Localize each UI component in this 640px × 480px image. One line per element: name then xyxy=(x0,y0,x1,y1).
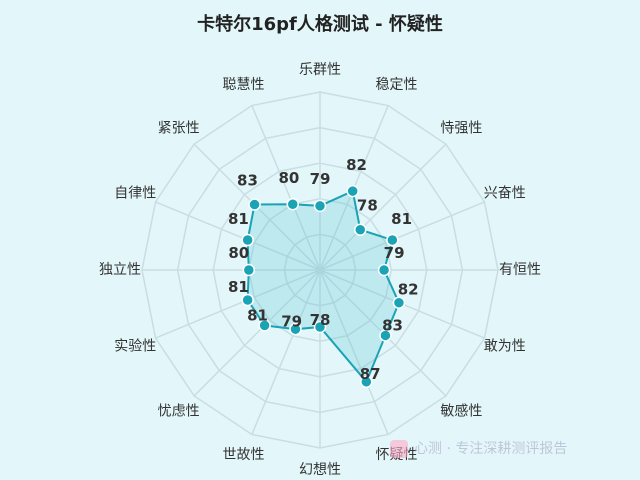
data-label: 79 xyxy=(281,312,302,330)
watermark-logo-icon xyxy=(390,440,408,458)
data-point xyxy=(258,319,271,332)
data-label: 79 xyxy=(310,170,331,188)
data-label: 83 xyxy=(382,317,403,335)
axis-label: 独立性 xyxy=(99,262,141,278)
axis-label: 世故性 xyxy=(222,447,264,463)
axis-label: 乐群性 xyxy=(299,62,341,78)
data-point xyxy=(392,296,406,309)
grid-spoke xyxy=(155,269,321,339)
data-point xyxy=(248,198,261,211)
watermark: 心测 · 专注深耕测评报告 xyxy=(390,438,630,460)
grid-spoke xyxy=(251,105,321,271)
data-point xyxy=(360,375,373,389)
data-point xyxy=(286,197,300,211)
grid-spoke xyxy=(193,269,321,397)
data-label: 81 xyxy=(228,278,249,296)
data-label: 81 xyxy=(391,210,412,228)
data-point xyxy=(241,293,254,307)
axis-label: 恃强性 xyxy=(440,121,482,137)
axis-label: 聪慧性 xyxy=(222,77,264,93)
data-label: 82 xyxy=(398,281,419,299)
grid-spoke xyxy=(319,269,389,435)
data-label: 79 xyxy=(384,244,405,262)
data-point xyxy=(354,223,367,236)
axis-label: 兴奋性 xyxy=(484,185,526,201)
axis-label: 稳定性 xyxy=(376,77,418,93)
data-point xyxy=(241,233,254,247)
grid-spoke xyxy=(251,269,321,435)
data-point xyxy=(313,320,327,334)
data-label: 80 xyxy=(278,169,299,187)
data-point xyxy=(386,233,399,247)
grid-spoke xyxy=(155,201,321,271)
axis-label: 敢为性 xyxy=(484,339,526,355)
axis-label: 敏感性 xyxy=(440,402,482,419)
grid-spoke xyxy=(319,143,447,271)
data-label: 81 xyxy=(247,306,268,324)
chart-title: 卡特尔16pf人格测试 - 怀疑性 xyxy=(197,14,443,35)
data-label: 87 xyxy=(360,365,381,383)
series-area xyxy=(246,189,401,384)
data-label: 81 xyxy=(228,210,249,228)
axis-label: 忧虑性 xyxy=(158,403,200,419)
watermark-text: 心测 · 专注深耕测评报告 xyxy=(414,441,568,457)
data-label: 80 xyxy=(228,244,249,262)
data-point xyxy=(313,199,327,213)
axis-label: 自律性 xyxy=(114,185,156,201)
data-point xyxy=(377,263,391,277)
axis-label: 有恒性 xyxy=(499,262,541,278)
axis-label: 幻想性 xyxy=(299,462,341,478)
data-point xyxy=(242,263,256,277)
data-label: 78 xyxy=(310,311,331,329)
data-point xyxy=(379,329,392,342)
axis-label: 实验性 xyxy=(114,339,156,355)
data-label: 78 xyxy=(357,197,378,215)
data-point xyxy=(289,322,302,336)
data-label: 83 xyxy=(237,171,258,189)
data-point xyxy=(346,184,359,198)
grid-spoke xyxy=(319,201,485,271)
axis-label: 紧张性 xyxy=(158,121,200,137)
data-label: 82 xyxy=(346,156,367,174)
